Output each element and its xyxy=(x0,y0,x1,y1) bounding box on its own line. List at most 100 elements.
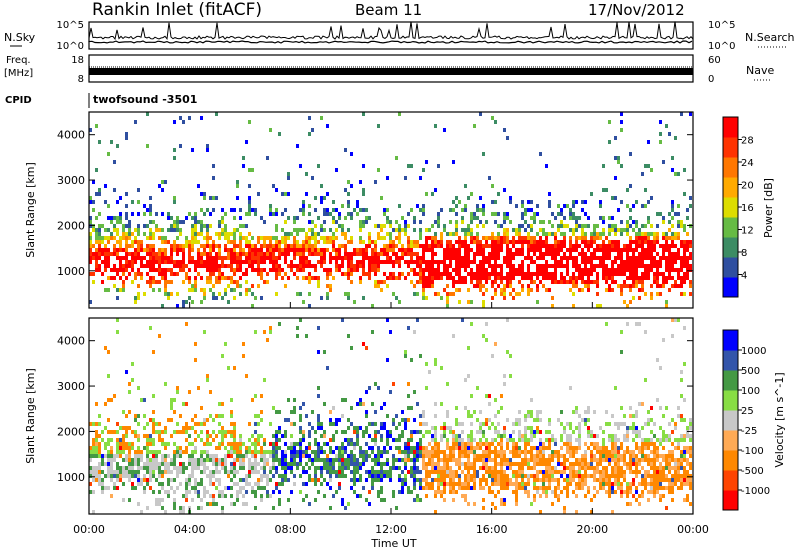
heatmap-cell-972 xyxy=(335,454,338,458)
heatmap-cell-2015 xyxy=(575,458,578,462)
heatmap-cell-226 xyxy=(146,506,149,510)
heatmap-cell-1112 xyxy=(365,272,368,276)
heatmap-cell-1612 xyxy=(485,438,488,442)
heatmap-cell-2211 xyxy=(620,264,623,268)
heatmap-cell-1043 xyxy=(347,272,350,276)
heatmap-cell-1782 xyxy=(521,204,524,208)
heatmap-cell-513 xyxy=(212,296,215,300)
heatmap-cell-510 xyxy=(209,224,212,228)
heatmap-cell-1688 xyxy=(503,288,506,292)
heatmap-cell-2031 xyxy=(578,442,581,446)
heatmap-cell-1196 xyxy=(395,466,398,470)
heatmap-cell-2385 xyxy=(653,232,656,236)
heatmap-cell-544 xyxy=(221,438,224,442)
heatmap-cell-616 xyxy=(239,466,242,470)
heatmap-cell-784 xyxy=(281,450,284,454)
heatmap-cell-289 xyxy=(158,256,161,260)
heatmap-cell-31 xyxy=(95,248,98,252)
heatmap-cell-1825 xyxy=(530,434,533,438)
heatmap-cell-1560 xyxy=(476,252,479,256)
heatmap-cell-552 xyxy=(224,486,227,490)
heatmap-cell-1367 xyxy=(431,224,434,228)
heatmap-cell-1474 xyxy=(458,288,461,292)
heatmap-cell-123 xyxy=(119,288,122,292)
heatmap-cell-2015 xyxy=(575,224,578,228)
heatmap-cell-1071 xyxy=(362,486,365,490)
heatmap-cell-1719 xyxy=(506,438,509,442)
heatmap-cell-1217 xyxy=(395,276,398,280)
heatmap-cell-1301 xyxy=(419,268,422,272)
heatmap-cell-1772 xyxy=(521,264,524,268)
heatmap-cell-1853 xyxy=(539,264,542,268)
heatmap-cell-2219 xyxy=(620,200,623,204)
heatmap-cell-495 xyxy=(206,208,209,212)
heatmap-cell-1888 xyxy=(548,288,551,292)
heatmap-cell-1726 xyxy=(509,462,512,466)
heatmap-cell-2134 xyxy=(602,188,605,192)
heatmap-cell-842 xyxy=(296,268,299,272)
heatmap-cell-2434 xyxy=(665,240,668,244)
heatmap-cell-794 xyxy=(281,240,284,244)
heatmap-cell-323 xyxy=(167,296,170,300)
heatmap-cell-1274 xyxy=(410,240,413,244)
heatmap-cell-62 xyxy=(104,446,107,450)
heatmap-cell-2420 xyxy=(662,232,665,236)
heatmap-cell-1788 xyxy=(524,486,527,490)
heatmap-cell-664 xyxy=(245,140,248,144)
heatmap-cell-1514 xyxy=(464,184,467,188)
heatmap-cell-954 xyxy=(323,260,326,264)
heatmap-cell-614 xyxy=(233,208,236,212)
heatmap-cell-1359 xyxy=(434,494,437,498)
heatmap-cell-485 xyxy=(206,264,209,268)
heatmap-cell-231 xyxy=(143,204,146,208)
heatmap-cell-424 xyxy=(191,232,194,236)
heatmap-cell-1705 xyxy=(506,272,509,276)
heatmap-cell-259 xyxy=(149,208,152,212)
heatmap-cell-2406 xyxy=(659,244,662,248)
heatmap-cell-1494 xyxy=(461,462,464,466)
heatmap-cell-90 xyxy=(110,450,113,454)
heatmap-cell-233 xyxy=(146,454,149,458)
heatmap-cell-514 xyxy=(212,292,215,296)
heatmap-cell-905 xyxy=(317,446,320,450)
heatmap-cell-776 xyxy=(275,228,278,232)
heatmap-cell-1602 xyxy=(482,208,485,212)
heatmap-cell-1891 xyxy=(548,264,551,268)
heatmap-cell-1415 xyxy=(443,450,446,454)
heatmap-cell-55 xyxy=(101,280,104,284)
heatmap-cell-943 xyxy=(326,366,329,370)
heatmap-cell-256 xyxy=(152,466,155,470)
heatmap-cell-1391 xyxy=(437,220,440,224)
heatmap-cell-15 xyxy=(92,466,95,470)
heatmap-cell-1286 xyxy=(413,220,416,224)
heatmap-cell-170 xyxy=(128,252,131,256)
heatmap-cell-550 xyxy=(218,236,221,240)
heatmap-cell-1452 xyxy=(452,474,455,478)
heatmap-cell-1327 xyxy=(422,204,425,208)
heatmap-cell-2357 xyxy=(653,474,656,478)
heatmap-cell-2111 xyxy=(599,260,602,264)
heatmap-cell-1901 xyxy=(548,478,551,482)
heatmap-cell-692 xyxy=(257,422,260,426)
heatmap-cell-1060 xyxy=(350,260,353,264)
heatmap-cell-1461 xyxy=(455,260,458,264)
heatmap-cell-1657 xyxy=(494,438,497,442)
heatmap-cell-1243 xyxy=(407,450,410,454)
heatmap-cell-174 xyxy=(131,458,134,462)
heatmap-cell-2144 xyxy=(608,490,611,494)
heatmap-cell-1334 xyxy=(425,264,428,268)
heatmap-cell-931 xyxy=(323,442,326,446)
heatmap-cell-2240 xyxy=(626,256,629,260)
heatmap-cell-2077 xyxy=(590,462,593,466)
heatmap-cell-2042 xyxy=(581,466,584,470)
heatmap-cell-43 xyxy=(98,446,101,450)
heatmap-cell-270 xyxy=(152,248,155,252)
heatmap-cell-1777 xyxy=(521,240,524,244)
heatmap-cell-1039 xyxy=(353,470,356,474)
heatmap-cell-759 xyxy=(272,252,275,256)
heatmap-cell-510 xyxy=(212,430,215,434)
heatmap-cell-1950 xyxy=(560,454,563,458)
heatmap-cell-805 xyxy=(290,490,293,494)
heatmap-cell-1280 xyxy=(416,498,419,502)
heatmap-cell-2348 xyxy=(647,256,650,260)
